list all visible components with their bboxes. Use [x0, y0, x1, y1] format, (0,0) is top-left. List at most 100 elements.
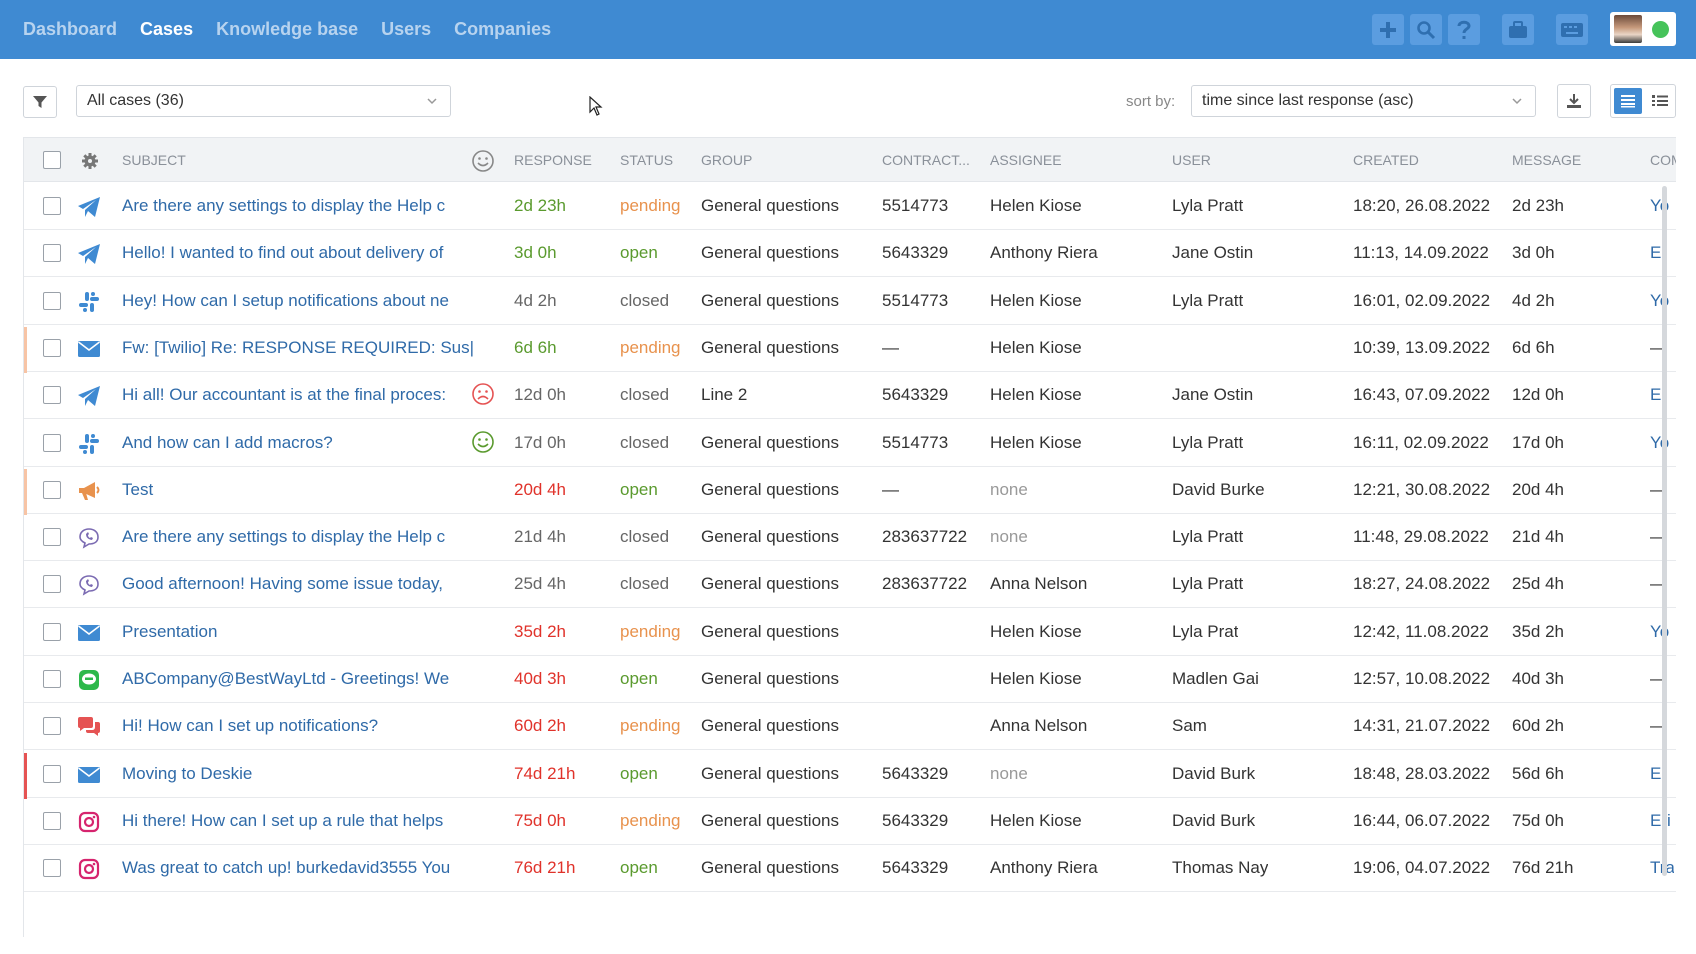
- column-subject[interactable]: SUBJECT: [122, 152, 186, 168]
- select-all-checkbox[interactable]: [43, 151, 61, 169]
- created-cell: 16:11, 02.09.2022: [1353, 432, 1489, 452]
- column-group[interactable]: GROUP: [701, 152, 753, 168]
- case-subject-link[interactable]: Moving to Deskie: [122, 763, 253, 783]
- row-checkbox[interactable]: [43, 528, 61, 547]
- table-row[interactable]: Hey! How can I setup notifications about…: [24, 278, 1676, 325]
- assignee-cell: Helen Kiose: [990, 290, 1082, 310]
- briefcase-button[interactable]: [1502, 14, 1534, 45]
- user-cell: Lyla Pratt: [1172, 290, 1244, 310]
- contract-cell: 283637722: [882, 574, 968, 594]
- column-message[interactable]: MESSAGE: [1512, 152, 1582, 168]
- case-subject-link[interactable]: Test: [122, 479, 154, 499]
- row-checkbox[interactable]: [43, 338, 61, 357]
- case-subject-link[interactable]: Fw: [Twilio] Re: RESPONSE REQUIRED: Sus|: [122, 337, 475, 357]
- smiley-icon[interactable]: [471, 149, 495, 173]
- message-cell: 6d 6h: [1512, 337, 1555, 357]
- cases-table: SUBJECT RESPONSE STATUS GROUP CONTRACT..…: [23, 137, 1676, 937]
- column-created[interactable]: CREATED: [1353, 152, 1419, 168]
- nav-dashboard[interactable]: Dashboard: [23, 19, 118, 39]
- export-button[interactable]: [1557, 84, 1591, 118]
- response-time: 2d 23h: [514, 196, 566, 215]
- case-subject-link[interactable]: Presentation: [122, 621, 218, 641]
- table-row[interactable]: Was great to catch up! burkedavid3555 Yo…: [24, 845, 1676, 893]
- row-checkbox[interactable]: [43, 717, 61, 736]
- chat-bubbles-icon: [78, 717, 100, 737]
- row-checkbox[interactable]: [43, 622, 61, 641]
- row-checkbox[interactable]: [43, 480, 61, 499]
- created-cell: 12:21, 30.08.2022: [1353, 479, 1491, 499]
- table-row[interactable]: Moving to Deskie 74d 21h open General quest…: [24, 751, 1676, 799]
- table-row[interactable]: Hi there! How can I set up a rule that h…: [24, 798, 1676, 845]
- column-contract[interactable]: CONTRACT...: [882, 152, 970, 168]
- sad-face-icon: [472, 383, 494, 405]
- column-com[interactable]: COM: [1650, 152, 1676, 168]
- channel-icon: [76, 336, 102, 362]
- row-checkbox[interactable]: [43, 575, 61, 594]
- row-checkbox[interactable]: [43, 386, 61, 405]
- sort-select[interactable]: time since last response (asc): [1191, 85, 1536, 117]
- table-row[interactable]: Test 20d 4h open General questions — none Davi…: [24, 467, 1676, 515]
- case-subject-link[interactable]: Hi! How can I set up notifications?: [122, 716, 379, 736]
- row-checkbox[interactable]: [43, 764, 61, 783]
- case-subject-link[interactable]: Good afternoon! Having some issue today,: [122, 574, 443, 594]
- response-time: 12d 0h: [514, 385, 566, 405]
- group-cell: General questions: [701, 574, 839, 594]
- row-checkbox[interactable]: [43, 433, 61, 452]
- row-checkbox[interactable]: [43, 197, 61, 215]
- column-assignee[interactable]: ASSIGNEE: [990, 152, 1062, 168]
- nav-cases[interactable]: Cases: [140, 19, 194, 39]
- nav-users[interactable]: Users: [381, 19, 432, 39]
- slack-icon: [79, 433, 99, 454]
- created-cell: 11:13, 14.09.2022: [1353, 243, 1489, 263]
- line-icon: [79, 670, 99, 690]
- case-subject-link[interactable]: Are there any settings to display the He…: [122, 196, 446, 215]
- case-subject-link[interactable]: And how can I add macros?: [122, 432, 333, 452]
- case-subject-link[interactable]: Hi all! Our accountant is at the final p…: [122, 385, 447, 405]
- row-checkbox[interactable]: [43, 670, 61, 688]
- row-checkbox[interactable]: [43, 244, 61, 263]
- table-row[interactable]: Good afternoon! Having some issue today,…: [24, 561, 1676, 609]
- table-row[interactable]: Hi! How can I set up notifications? 60d 2…: [24, 703, 1676, 751]
- telegram-icon: [78, 244, 100, 265]
- table-row[interactable]: Are there any settings to display the He…: [24, 514, 1676, 562]
- help-icon: [1457, 20, 1471, 39]
- help-button[interactable]: [1448, 14, 1480, 45]
- row-checkbox[interactable]: [43, 811, 61, 830]
- table-row[interactable]: Hi all! Our accountant is at the final p…: [24, 372, 1676, 420]
- user-profile-button[interactable]: [1610, 12, 1676, 46]
- contract-cell: 5643329: [882, 243, 949, 263]
- nav-knowledge-base[interactable]: Knowledge base: [216, 19, 359, 39]
- case-subject-link[interactable]: Hi there! How can I set up a rule that h…: [122, 810, 444, 830]
- nav-companies[interactable]: Companies: [454, 19, 552, 39]
- case-subject-link[interactable]: Hello! I wanted to find out about delive…: [122, 243, 444, 263]
- row-checkbox[interactable]: [43, 291, 61, 310]
- column-user[interactable]: USER: [1172, 152, 1211, 168]
- case-subject-link[interactable]: Was great to catch up! burkedavid3555 Yo…: [122, 858, 451, 878]
- table-row[interactable]: ABCompany@BestWayLtd - Greetings! We 40d …: [24, 656, 1676, 703]
- row-checkbox[interactable]: [43, 859, 61, 878]
- table-row[interactable]: Presentation 35d 2h pending General questio…: [24, 609, 1676, 656]
- case-subject-link[interactable]: ABCompany@BestWayLtd - Greetings! We: [122, 669, 450, 688]
- case-filter-select[interactable]: All cases (36): [76, 85, 451, 117]
- response-time: 40d 3h: [514, 669, 566, 688]
- new-case-button[interactable]: [1372, 14, 1404, 45]
- table-row[interactable]: Are there any settings to display the He…: [24, 183, 1676, 230]
- contract-cell: 283637722: [882, 527, 968, 547]
- search-button[interactable]: [1410, 14, 1442, 45]
- keyboard-shortcuts-button[interactable]: [1556, 14, 1588, 45]
- case-subject-link[interactable]: Are there any settings to display the He…: [122, 527, 446, 547]
- table-row[interactable]: And how can I add macros? 17d 0h closed Gen…: [24, 420, 1676, 467]
- group-cell: General questions: [701, 527, 839, 547]
- table-view-button[interactable]: [1614, 88, 1642, 114]
- table-row[interactable]: Fw: [Twilio] Re: RESPONSE REQUIRED: Sus|…: [24, 325, 1676, 373]
- table-row[interactable]: Hello! I wanted to find out about delive…: [24, 230, 1676, 278]
- column-status[interactable]: STATUS: [620, 152, 674, 168]
- vertical-scrollbar[interactable]: [1662, 186, 1667, 876]
- compact-view-button[interactable]: [1644, 85, 1676, 117]
- channel-icon: [76, 289, 102, 315]
- column-response[interactable]: RESPONSE: [514, 152, 592, 168]
- gear-icon[interactable]: [81, 152, 99, 170]
- filter-button[interactable]: [23, 86, 57, 118]
- response-time: 21d 4h: [514, 527, 566, 547]
- case-subject-link[interactable]: Hey! How can I setup notifications about…: [122, 290, 449, 310]
